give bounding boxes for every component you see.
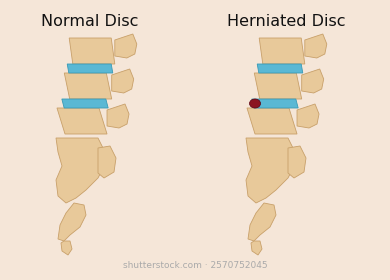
Polygon shape [257,64,303,73]
Polygon shape [252,99,298,108]
Polygon shape [64,73,112,99]
Polygon shape [57,108,107,134]
Polygon shape [305,34,327,58]
Polygon shape [58,203,86,241]
Polygon shape [107,104,129,128]
Polygon shape [302,69,324,93]
Ellipse shape [250,99,261,108]
Text: Herniated Disc: Herniated Disc [227,14,345,29]
Text: Normal Disc: Normal Disc [41,14,139,29]
Polygon shape [112,69,134,93]
Polygon shape [115,34,137,58]
Polygon shape [247,108,297,134]
Text: shutterstock.com · 2570752045: shutterstock.com · 2570752045 [123,261,267,270]
Polygon shape [69,38,115,64]
Polygon shape [259,38,305,64]
Polygon shape [56,138,106,203]
Polygon shape [246,138,296,203]
Polygon shape [288,146,306,178]
Polygon shape [297,104,319,128]
Polygon shape [254,73,302,99]
Polygon shape [67,64,113,73]
Polygon shape [61,241,72,255]
Polygon shape [98,146,116,178]
Polygon shape [248,203,276,241]
Polygon shape [251,241,262,255]
Polygon shape [62,99,108,108]
